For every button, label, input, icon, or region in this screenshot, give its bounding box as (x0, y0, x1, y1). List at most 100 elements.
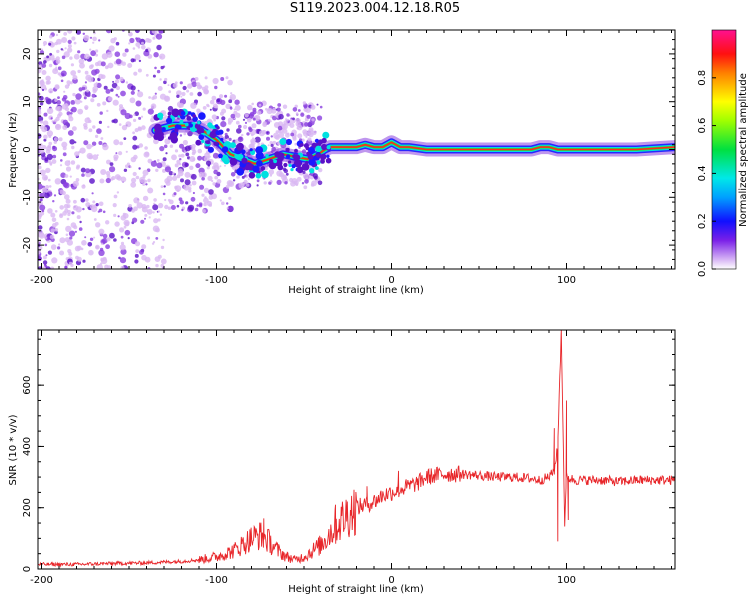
noise-dot (43, 255, 47, 260)
noise-dot (92, 41, 95, 44)
noise-dot (133, 206, 138, 212)
noise-dot (269, 179, 273, 183)
noise-dot (281, 123, 288, 130)
noise-dot (90, 64, 94, 68)
noise-dot (38, 116, 44, 122)
noise-dot (164, 95, 170, 101)
noise-dot (148, 216, 151, 219)
noise-dot (50, 228, 55, 233)
noise-dot (148, 96, 152, 99)
noise-dot (142, 169, 149, 176)
y-tick-label: 0 (22, 566, 33, 572)
track-blob (171, 108, 180, 117)
y-tick-label: 200 (22, 498, 33, 517)
noise-dot (64, 174, 69, 178)
noise-dot (50, 244, 57, 250)
noise-dot (301, 182, 305, 185)
noise-dot (221, 116, 226, 121)
noise-dot (303, 185, 308, 190)
noise-dot (192, 158, 196, 161)
noise-dot (171, 154, 177, 161)
noise-dot (178, 170, 184, 177)
colorbar-tick-label: 0.0 (697, 261, 708, 277)
track-blob (285, 147, 290, 152)
noise-dot (300, 112, 305, 117)
noise-dot (100, 61, 106, 67)
noise-dot (79, 62, 85, 69)
noise-dot (39, 169, 46, 176)
noise-dot (285, 172, 289, 176)
noise-dot (66, 217, 70, 221)
noise-dot (74, 245, 81, 252)
track-blob (154, 123, 162, 132)
track-blob (174, 128, 179, 133)
noise-dot (184, 179, 191, 186)
noise-dot (319, 105, 323, 109)
noise-dot (170, 205, 176, 210)
y-tick-label: -10 (22, 189, 33, 205)
noise-dot (220, 77, 225, 81)
noise-dot (53, 194, 57, 197)
noise-dot (83, 34, 90, 42)
noise-dot (250, 139, 255, 144)
x-tick-label: -200 (30, 575, 53, 586)
noise-dot (184, 162, 189, 167)
noise-dot (159, 78, 162, 81)
noise-dot (292, 136, 297, 141)
noise-dot (150, 103, 157, 109)
noise-dot (49, 234, 55, 240)
noise-dot (78, 227, 83, 231)
noise-dot (211, 179, 214, 183)
noise-dot (92, 125, 96, 129)
noise-dot (87, 117, 90, 120)
noise-dot (209, 99, 215, 105)
noise-dot (83, 122, 88, 128)
noise-dot (38, 61, 43, 66)
noise-dot (111, 82, 118, 89)
noise-dot (102, 233, 108, 239)
noise-dot (138, 167, 141, 170)
noise-dot (85, 202, 91, 208)
noise-dot (144, 179, 148, 183)
noise-dot (262, 121, 267, 126)
noise-dot (105, 30, 112, 34)
noise-dot (62, 152, 67, 157)
noise-dot (128, 204, 133, 208)
noise-dot (63, 51, 70, 58)
noise-dot (72, 205, 79, 211)
track-blob (180, 111, 186, 116)
noise-dot (48, 141, 52, 146)
noise-dot (60, 159, 63, 162)
noise-dot (268, 181, 272, 185)
noise-dot (53, 140, 57, 144)
noise-dot (135, 175, 140, 180)
noise-dot (153, 138, 159, 145)
noise-dot (100, 169, 107, 175)
noise-dot (214, 175, 219, 180)
noise-dot (174, 81, 178, 85)
noise-dot (137, 91, 144, 98)
y-tick-label: 20 (22, 48, 33, 61)
noise-dot (96, 264, 103, 269)
track-blob (223, 157, 230, 165)
noise-dot (45, 75, 51, 82)
noise-dot (276, 107, 281, 112)
noise-dot (59, 250, 65, 256)
noise-dot (61, 37, 68, 43)
noise-dot (211, 193, 217, 200)
noise-dot (266, 136, 270, 141)
noise-dot (154, 92, 157, 95)
noise-dot (80, 197, 86, 203)
noise-dot (190, 196, 196, 202)
noise-dot (135, 249, 140, 254)
colorbar-label: Normalized spectral amplitude (738, 73, 749, 227)
noise-dot (157, 86, 163, 91)
noise-dot (41, 79, 44, 82)
noise-dot (135, 30, 140, 34)
noise-dot (86, 89, 89, 93)
noise-dot (197, 148, 203, 154)
track-blob (291, 164, 296, 169)
noise-dot (84, 107, 88, 110)
noise-dot (110, 38, 116, 44)
